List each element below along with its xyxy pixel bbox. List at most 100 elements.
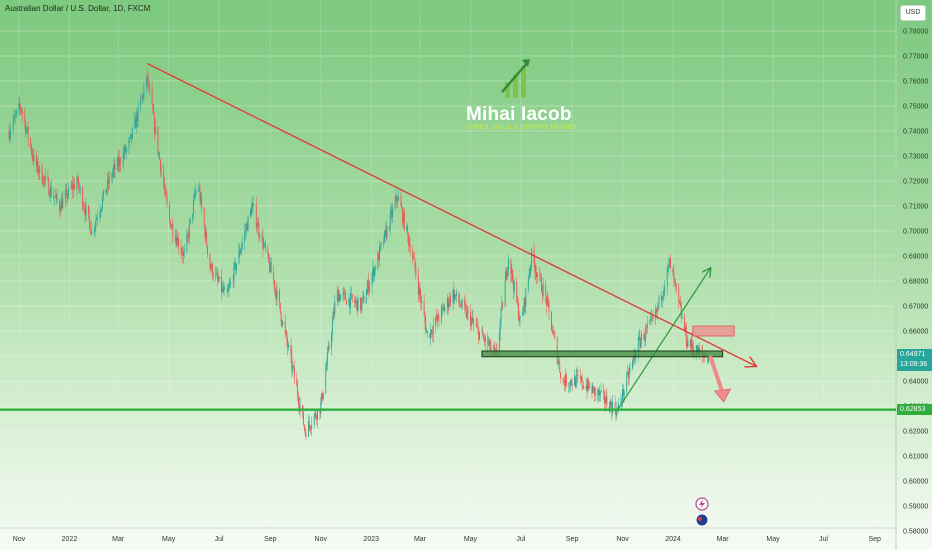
time-tick-label: Jul (516, 536, 525, 543)
candle-body (67, 195, 69, 200)
candle-body (437, 314, 439, 320)
candle-body (668, 262, 670, 267)
candle-body (16, 110, 17, 114)
candle-body (435, 317, 437, 326)
candle-body (59, 210, 61, 212)
candle-body (25, 129, 27, 133)
candle-body (349, 298, 351, 308)
candle-body (298, 404, 300, 410)
candle-body (134, 118, 136, 129)
candle-body (406, 225, 408, 230)
candle-body (241, 241, 243, 247)
candle-body (226, 288, 228, 292)
candle-body (151, 89, 153, 105)
candle-body (477, 325, 479, 329)
candle-body (657, 306, 659, 307)
candle-body (380, 242, 382, 246)
candle-body (217, 278, 219, 282)
demand-zone (481, 350, 724, 358)
candle-body (319, 408, 321, 414)
event-flag-icon[interactable] (695, 513, 709, 527)
currency-button[interactable]: USD (900, 5, 926, 21)
candle-body (365, 294, 367, 304)
candle-body (325, 370, 327, 393)
candle-body (233, 264, 235, 282)
candle-body (180, 247, 182, 252)
candle-body (235, 262, 237, 271)
candle-body (517, 302, 519, 320)
candle-body (282, 320, 284, 326)
candle-body (574, 376, 576, 386)
candle-body (113, 164, 115, 170)
price-tick-label: 0.59000 (903, 504, 928, 511)
candle-body (431, 333, 433, 335)
candle-body (500, 309, 502, 322)
candle-body (626, 374, 628, 392)
price-tick-label: 0.73000 (903, 154, 928, 161)
candle-body (8, 131, 10, 139)
candle-body (662, 295, 664, 297)
candle-body (400, 196, 402, 207)
candle-body (287, 341, 289, 348)
candle-body (535, 271, 537, 273)
candle-body (288, 344, 289, 348)
candle-body (489, 339, 491, 350)
candle-body (639, 337, 641, 347)
candle-body (53, 195, 55, 198)
candle-body (390, 210, 392, 213)
candle-body (454, 294, 456, 301)
candle-body (90, 232, 92, 235)
candle-body (383, 230, 385, 243)
time-tick-label: Jul (215, 536, 224, 543)
candle-body (24, 113, 26, 123)
price-tick-label: 0.66000 (903, 329, 928, 336)
candle-body (455, 292, 457, 297)
candle-body (264, 243, 266, 245)
candle-body (609, 401, 611, 412)
candle-body (397, 200, 399, 201)
candle-body (447, 298, 449, 308)
candle-body (655, 309, 657, 319)
candle-body (464, 300, 466, 306)
candle-body (35, 154, 37, 167)
candle-body (612, 402, 614, 414)
candle-body (194, 194, 196, 195)
price-tick-label: 0.67000 (903, 304, 928, 311)
candle-body (77, 177, 79, 182)
candle-body (195, 189, 197, 195)
candle-body (661, 296, 663, 301)
candle-body (656, 306, 658, 313)
candle-body (459, 302, 461, 305)
candle-body (307, 421, 309, 437)
candle-body (12, 121, 14, 130)
candle-body (441, 306, 443, 308)
candle-body (95, 220, 97, 226)
bar-countdown: 13:09:36 (900, 361, 928, 368)
candle-body (55, 194, 57, 197)
event-icons[interactable] (695, 497, 709, 527)
candle-body (473, 322, 475, 324)
candle-body (622, 388, 624, 397)
candle-body (62, 198, 64, 209)
candle-body (68, 187, 70, 196)
candle-body (403, 212, 405, 230)
candle-body (603, 389, 604, 393)
candle-body (415, 269, 417, 276)
candle-body (290, 344, 292, 355)
candle-body (255, 204, 257, 228)
candle-body (408, 244, 410, 245)
price-tick-label: 0.60000 (903, 479, 928, 486)
candle-body (188, 234, 189, 238)
candle-body (297, 386, 299, 397)
candle-body (436, 314, 438, 321)
candle-body (361, 298, 363, 304)
candle-body (692, 346, 694, 349)
candle-body (582, 385, 584, 387)
candle-body (116, 157, 118, 170)
candle-body (189, 218, 191, 224)
candle-body (557, 361, 559, 363)
candle-body (261, 236, 263, 239)
candle-body (107, 179, 108, 190)
